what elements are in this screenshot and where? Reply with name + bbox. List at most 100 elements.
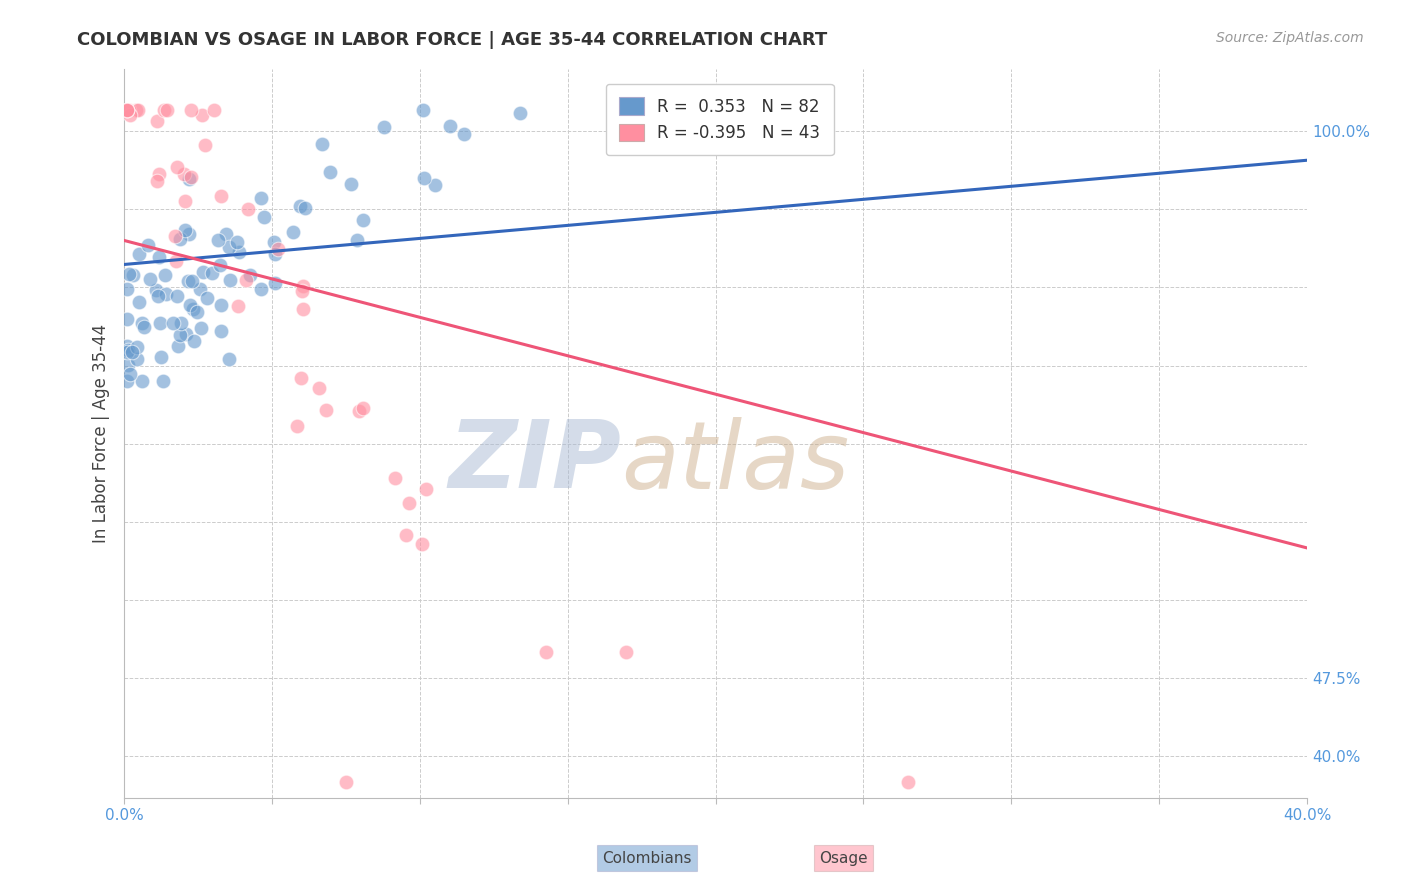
Point [115,338,138,352]
Point [191,108,214,122]
Point [146,173,169,187]
Point [209,324,232,338]
Point [614,645,637,659]
Point [285,418,308,433]
Point [263,235,285,249]
Point [169,327,191,342]
Point [398,496,420,510]
Point [415,483,437,497]
Point [453,127,475,141]
Point [155,268,177,282]
Point [291,284,314,298]
Point [288,198,311,212]
Text: Osage: Osage [820,851,868,865]
Point [173,167,195,181]
Point [664,103,686,118]
Point [177,171,200,186]
Point [534,645,557,659]
Point [373,120,395,134]
Point [118,267,141,281]
Point [120,367,142,381]
Point [131,316,153,330]
Point [125,340,148,354]
Point [267,242,290,256]
Point [193,265,215,279]
Point [165,229,187,244]
Point [145,283,167,297]
Point [219,273,242,287]
Point [166,289,188,303]
Point [177,227,200,242]
Point [174,223,197,237]
Point [412,170,434,185]
Point [128,295,150,310]
Point [239,268,262,283]
Point [292,302,315,317]
Point [134,319,156,334]
Point [117,343,139,357]
Point [148,250,170,264]
Point [118,103,141,118]
Point [194,137,217,152]
Legend: R =  0.353   N = 82, R = -0.395   N = 43: R = 0.353 N = 82, R = -0.395 N = 43 [606,84,834,155]
Point [439,120,461,134]
Text: Source: ZipAtlas.com: Source: ZipAtlas.com [1216,31,1364,45]
Point [162,316,184,330]
Point [186,304,208,318]
Text: ZIP: ZIP [449,417,621,508]
Point [115,312,138,326]
Point [250,282,273,296]
Point [169,232,191,246]
Point [209,298,232,312]
Point [352,401,374,415]
Point [176,327,198,342]
Point [340,178,363,192]
Point [226,235,249,249]
Point [138,237,160,252]
Point [139,272,162,286]
Point [384,470,406,484]
Point [165,254,187,268]
Point [253,210,276,224]
Point [117,358,139,372]
Point [120,108,142,122]
Point [208,258,231,272]
Point [238,202,260,217]
Point [150,351,173,365]
Point [318,165,340,179]
Point [115,103,138,118]
Point [183,334,205,348]
Point [149,316,172,330]
Point [209,189,232,203]
Point [180,169,202,184]
Point [117,282,139,296]
Point [508,106,530,120]
Point [127,103,149,118]
Point [291,279,314,293]
Point [190,321,212,335]
Point [170,316,193,330]
Y-axis label: In Labor Force | Age 35-44: In Labor Force | Age 35-44 [93,324,110,543]
Point [347,404,370,418]
Point [207,233,229,247]
Text: COLOMBIAN VS OSAGE IN LABOR FORCE | AGE 35-44 CORRELATION CHART: COLOMBIAN VS OSAGE IN LABOR FORCE | AGE … [77,31,828,49]
Point [311,137,333,152]
Point [315,403,337,417]
Point [335,775,357,789]
Point [195,291,218,305]
Point [346,233,368,247]
Point [423,178,446,192]
Point [897,775,920,789]
Point [180,103,202,118]
Point [156,103,179,118]
Point [181,301,204,316]
Point [218,352,240,367]
Point [352,213,374,227]
Point [264,276,287,290]
Point [115,103,138,118]
Point [235,273,257,287]
Point [190,282,212,296]
Point [155,286,177,301]
Point [174,194,197,208]
Point [125,103,148,118]
